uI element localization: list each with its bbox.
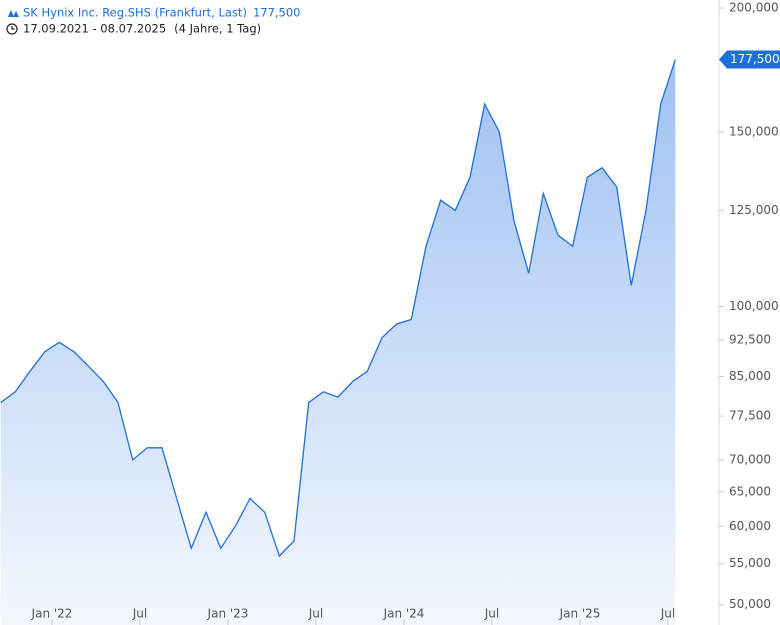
y-tick-label: 55,000 [729, 556, 771, 570]
x-tick-label: Jan '22 [31, 607, 73, 621]
y-tick-label: 65,000 [729, 484, 771, 498]
clock-hands [11, 26, 15, 30]
chart-subtitle: 17.09.2021 - 08.07.2025 [23, 22, 166, 36]
y-tick-label: 70,000 [729, 452, 771, 466]
x-tick-label: Jul [308, 607, 323, 621]
y-tick-label: 85,000 [729, 369, 771, 383]
price-line [0, 59, 676, 558]
x-tick-label: Jul [132, 607, 147, 621]
y-tick-label: 60,000 [729, 519, 771, 533]
chart-period: (4 Jahre, 1 Tag) [174, 22, 261, 36]
x-tick-label: Jan '24 [383, 607, 425, 621]
y-tick-label: 200,000 [729, 1, 779, 15]
last-price-label: 177,500 [730, 52, 780, 66]
y-tick-label: 100,000 [729, 299, 779, 313]
clock-icon [6, 23, 18, 35]
chart-icon [8, 10, 19, 17]
x-tick-label: Jan '23 [207, 607, 249, 621]
y-tick-label: 77,500 [729, 409, 771, 423]
title-value: 177,500 [253, 6, 301, 20]
y-tick-label: 125,000 [729, 203, 779, 217]
x-tick-label: Jul [660, 607, 675, 621]
y-tick-label: 150,000 [729, 124, 779, 138]
last-price-badge [719, 50, 780, 69]
y-tick-label: 92,500 [729, 332, 771, 346]
area-fill [0, 59, 676, 625]
x-tick-label: Jan '25 [559, 607, 601, 621]
chart-title: SK Hynix Inc. Reg.SHS (Frankfurt, Last) [23, 6, 247, 20]
x-tick-label: Jul [484, 607, 499, 621]
y-tick-label: 50,000 [729, 597, 771, 611]
